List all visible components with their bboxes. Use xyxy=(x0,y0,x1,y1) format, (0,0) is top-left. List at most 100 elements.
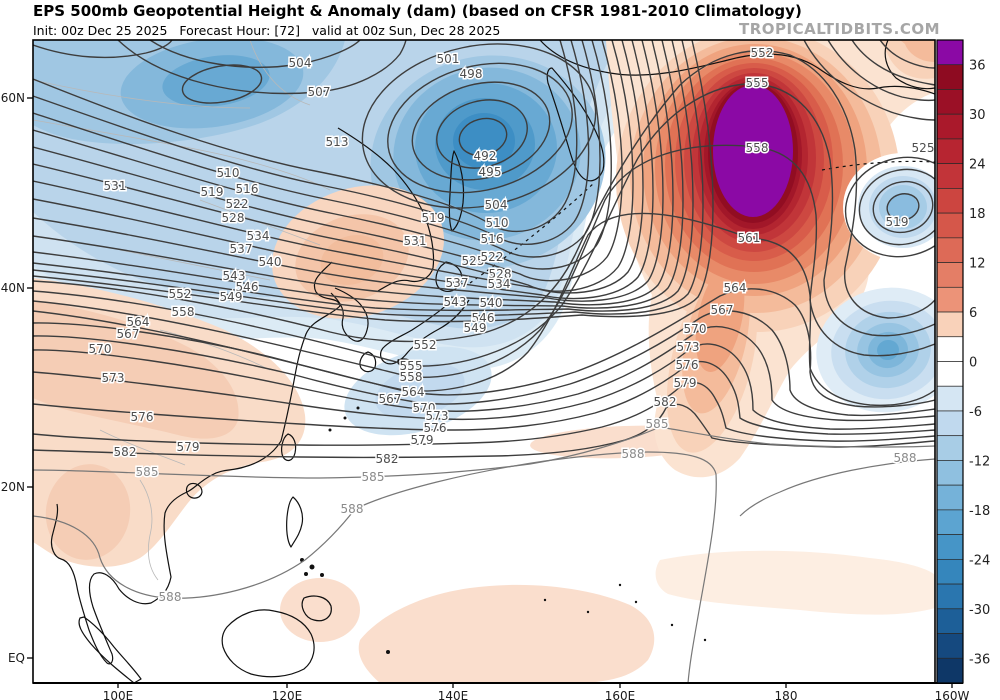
contour-label: 510 xyxy=(486,216,509,230)
colorbar-segment xyxy=(936,509,964,535)
colorbar-segment xyxy=(936,657,964,684)
contour-label: 588 xyxy=(894,451,917,465)
map-inner: 5045075014985105135165195225255285315345… xyxy=(33,40,935,683)
colorbar-segment xyxy=(936,64,964,90)
colorbar-segment xyxy=(936,39,964,66)
colorbar-label: 30 xyxy=(969,108,986,123)
map-title: EPS 500mb Geopotential Height & Anomaly … xyxy=(33,2,802,20)
contour-label: 579 xyxy=(674,376,697,390)
colorbar-label: 12 xyxy=(969,257,986,272)
contour-label: 492 xyxy=(474,149,497,163)
contour-label: 552 xyxy=(751,46,774,60)
y-tick-label: EQ xyxy=(8,651,25,665)
contour-label: 585 xyxy=(646,417,669,431)
contour-label: 510 xyxy=(217,166,240,180)
contour-label: 573 xyxy=(677,340,700,354)
colorbar-label: 24 xyxy=(969,158,986,173)
anomaly-shading xyxy=(33,40,935,683)
x-axis: 100E 120E 140E 160E 180 160W xyxy=(33,682,970,700)
colorbar-segment xyxy=(936,534,964,560)
contour-label: 546 xyxy=(472,311,495,325)
contour-label: 588 xyxy=(159,590,182,604)
colorbar-label: 0 xyxy=(969,356,977,371)
contour-label: 552 xyxy=(414,338,437,352)
x-tick-label: 120E xyxy=(272,689,303,700)
y-tick-label: 40N xyxy=(1,281,25,295)
watermark: TROPICALTIDBITS.COM xyxy=(739,20,940,38)
colorbar-segment xyxy=(936,460,964,486)
colorbar-segment xyxy=(936,484,964,511)
y-tick-label: 20N xyxy=(1,480,25,494)
contour-label: 558 xyxy=(400,370,423,384)
contour-label: 579 xyxy=(411,433,434,447)
contour-label: 498 xyxy=(460,67,483,81)
contour-label: 519 xyxy=(886,215,909,229)
y-tick-label: 60N xyxy=(1,91,25,105)
contour-label: 576 xyxy=(676,358,699,372)
contour-label: 516 xyxy=(481,232,504,246)
contour-label: 549 xyxy=(220,290,243,304)
colorbar-segment xyxy=(936,113,964,140)
contour-label: 507 xyxy=(308,85,331,99)
contour-label: 558 xyxy=(172,305,195,319)
map-header: EPS 500mb Geopotential Height & Anomaly … xyxy=(33,2,963,38)
colorbar-segment xyxy=(936,410,964,437)
contour-label: 525 xyxy=(462,254,485,268)
colorbar-segment xyxy=(936,163,964,189)
colorbar-label: -12 xyxy=(969,454,990,469)
contour-label: 588 xyxy=(622,447,645,461)
contour-label: 543 xyxy=(223,269,246,283)
colorbar-segment xyxy=(936,435,964,461)
contour-label: 525 xyxy=(912,141,935,155)
contour-label: 582 xyxy=(376,452,399,466)
contour-label: 564 xyxy=(724,281,747,295)
contour-label: 516 xyxy=(236,182,259,196)
contour-label: 573 xyxy=(426,409,449,423)
colorbar-segment xyxy=(936,361,964,387)
contour-label: 552 xyxy=(169,287,192,301)
colorbar-segment xyxy=(936,188,964,214)
height-contours xyxy=(33,40,935,459)
contour-label: 531 xyxy=(404,234,427,248)
colorbar-segment xyxy=(936,385,964,412)
colorbar-segment xyxy=(936,633,964,659)
height-contours-tropics xyxy=(33,426,935,683)
contour-label: 564 xyxy=(402,385,425,399)
contour-label: 570 xyxy=(89,342,112,356)
contour-label: 585 xyxy=(362,470,385,484)
contour-label: 585 xyxy=(136,465,159,479)
contour-label: 534 xyxy=(247,229,270,243)
colorbar-segment xyxy=(936,608,964,634)
contour-label: 561 xyxy=(738,231,761,245)
contour-label: 519 xyxy=(201,185,224,199)
contour-label: 528 xyxy=(222,211,245,225)
contour-label: 504 xyxy=(485,198,508,212)
colorbar-label: -24 xyxy=(969,553,990,568)
colorbar-label: -36 xyxy=(969,652,990,667)
contour-label: 519 xyxy=(422,211,445,225)
contour-label: 564 xyxy=(127,315,150,329)
contour-label: 588 xyxy=(341,502,364,516)
x-tick-label: 100E xyxy=(103,689,134,700)
contour-label: 549 xyxy=(464,321,487,335)
colorbar-segment xyxy=(936,336,964,362)
contour-label: 495 xyxy=(479,165,502,179)
contour-label: 528 xyxy=(489,267,512,281)
colorbar-segment xyxy=(936,311,964,338)
contour-label: 537 xyxy=(446,276,469,290)
contour-label: 522 xyxy=(481,250,504,264)
contour-label: 501 xyxy=(437,52,460,66)
contour-label: 582 xyxy=(654,395,677,409)
contour-label: 540 xyxy=(480,296,503,310)
contour-labels: 5045075014985105135165195225255285315345… xyxy=(87,45,935,606)
contour-label: 537 xyxy=(230,242,253,256)
x-tick-label: 160W xyxy=(935,689,970,700)
colorbar: 36 30 24 18 12 6 0 -6 -12 -18 -24 -30 -36 xyxy=(936,39,990,684)
contour-label: 543 xyxy=(444,295,467,309)
colorbar-label: -6 xyxy=(969,405,982,420)
contour-label: 504 xyxy=(289,56,312,70)
contour-label: 555 xyxy=(400,359,423,373)
colorbar-segment xyxy=(936,262,964,288)
x-tick-label: 140E xyxy=(438,689,469,700)
